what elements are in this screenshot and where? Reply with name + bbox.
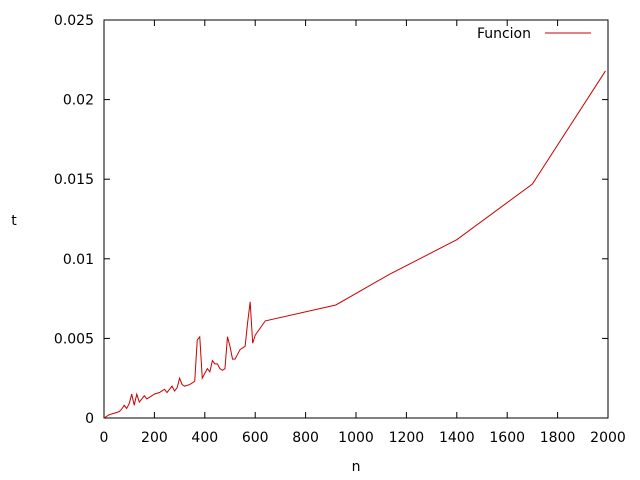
x-axis: 0 200 400 600 800 1000 1200 1400 1600 1800 2000 [100, 20, 626, 446]
y-tick-label: 0.015 [54, 172, 94, 188]
legend-label-funcion: Funcion [477, 26, 531, 42]
x-tick-label: 1200 [389, 430, 425, 446]
y-tick-label: 0.025 [54, 13, 94, 29]
y-tick-label: 0.02 [63, 93, 94, 109]
x-tick-label: 1000 [338, 430, 374, 446]
y-tick-label: 0.005 [54, 331, 94, 347]
x-tick-label: 400 [191, 430, 218, 446]
y-tick-label: 0.01 [63, 252, 94, 268]
y-axis: 0 0.005 0.01 0.015 0.02 0.025 [54, 13, 608, 427]
y-tick-label: 0 [85, 411, 94, 427]
series-layer [103, 70, 606, 419]
x-tick-label: 800 [292, 430, 319, 446]
x-tick-label: 1600 [489, 430, 525, 446]
y-axis-label: t [11, 213, 17, 229]
series-line-funcion [103, 70, 606, 419]
x-tick-label: 2000 [590, 430, 626, 446]
x-axis-label: n [352, 459, 361, 475]
legend: Funcion [477, 26, 591, 42]
x-tick-label: 0 [100, 430, 109, 446]
x-tick-label: 1400 [439, 430, 475, 446]
plot-frame [103, 19, 609, 419]
x-tick-label: 200 [141, 430, 168, 446]
x-tick-label: 600 [242, 430, 269, 446]
x-tick-label: 1800 [540, 430, 576, 446]
